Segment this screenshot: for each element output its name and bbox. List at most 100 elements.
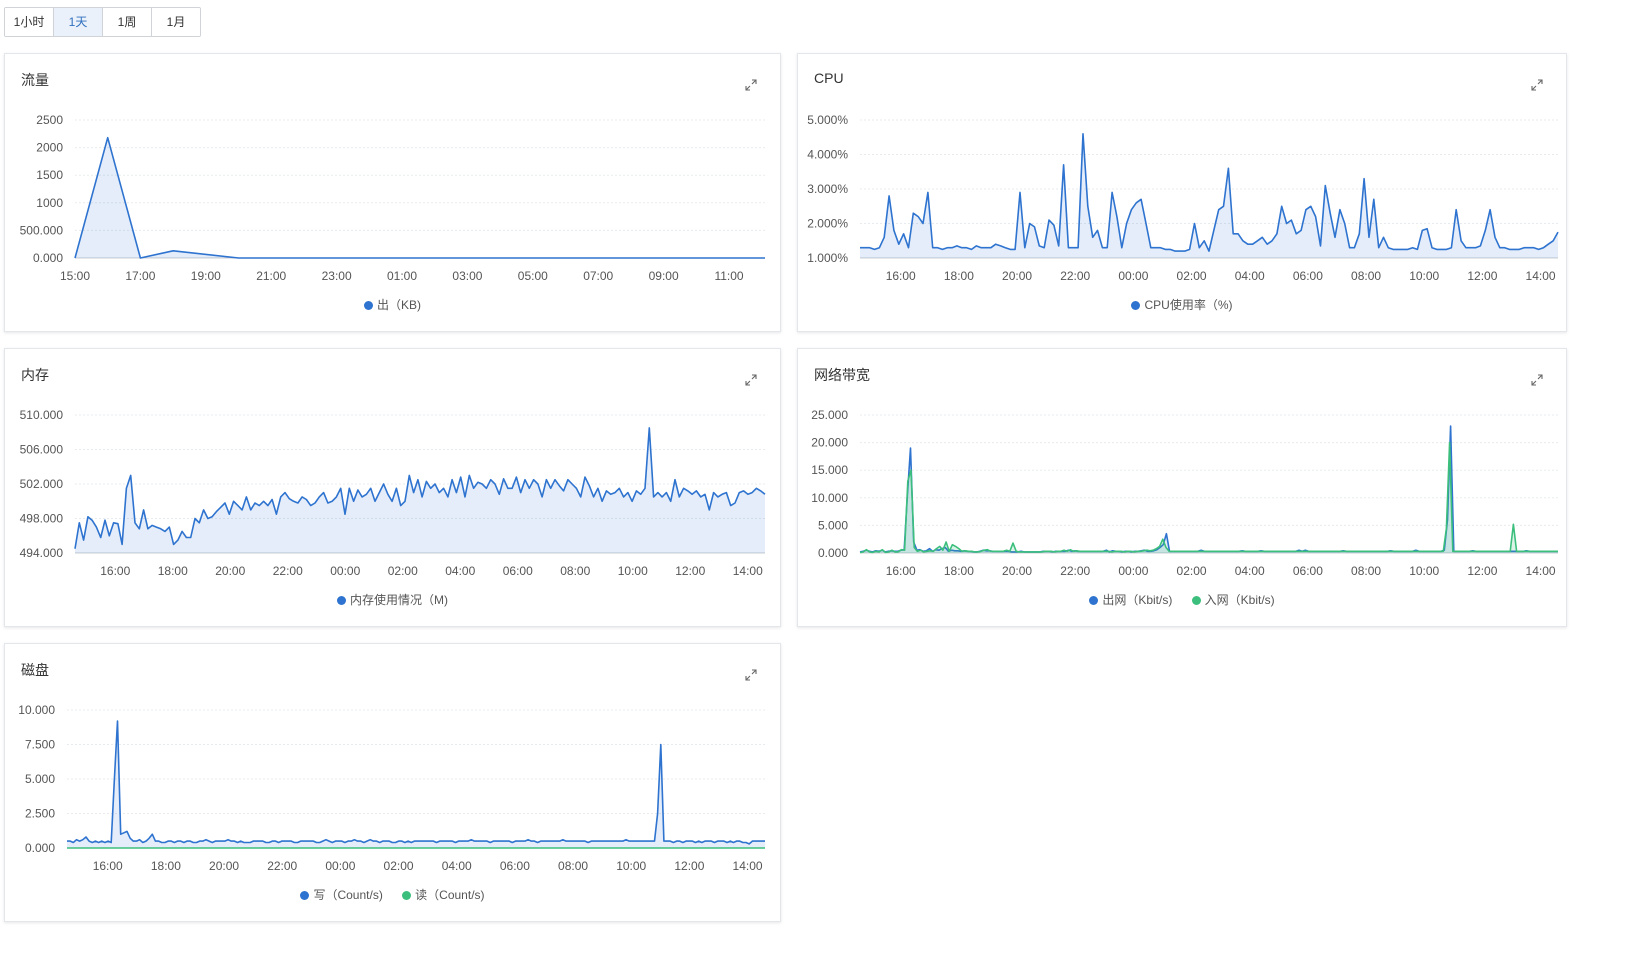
x-tick-label: 20:00 [1002, 269, 1032, 283]
x-tick-label: 11:00 [714, 269, 743, 283]
x-tick-label: 01:00 [387, 269, 417, 283]
x-tick-label: 10:00 [1409, 269, 1439, 283]
legend-dot [1089, 596, 1099, 605]
y-tick-label: 10.000 [18, 703, 55, 717]
expand-icon[interactable] [744, 373, 758, 387]
x-tick-label: 04:00 [1235, 269, 1265, 283]
legend-label: 写（Count/s) [313, 888, 383, 902]
y-tick-label: 2.500 [25, 807, 55, 821]
x-tick-label: 04:00 [1235, 564, 1265, 578]
y-tick-label: 1500 [36, 168, 63, 182]
chart-legend: 内存使用情况（M) [5, 591, 780, 608]
y-tick-label: 2000 [36, 141, 63, 155]
series-area [67, 721, 765, 848]
x-tick-label: 04:00 [445, 564, 475, 578]
x-tick-label: 12:00 [675, 564, 705, 578]
x-tick-label: 06:00 [500, 859, 530, 873]
x-tick-label: 00:00 [330, 564, 360, 578]
x-tick-label: 16:00 [886, 269, 916, 283]
cpu-panel: CPU 1.000% 2.000% 3.000% 4.000% 5.000% 16:00 1… [797, 53, 1567, 332]
legend-item[interactable]: 出网（Kbit/s) [1089, 591, 1172, 608]
x-tick-label: 20:00 [215, 564, 245, 578]
y-tick-label: 0.000 [33, 251, 63, 265]
x-tick-label: 02:00 [1177, 564, 1207, 578]
panel-title: 磁盘 [21, 662, 49, 678]
legend-item[interactable]: CPU使用率（%) [1131, 296, 1233, 313]
x-tick-label: 02:00 [388, 564, 418, 578]
x-tick-label: 08:00 [1351, 269, 1381, 283]
y-tick-label: 500.000 [20, 223, 64, 237]
legend-label: 内存使用情况（M) [350, 593, 448, 607]
legend-label: 出网（Kbit/s) [1102, 593, 1173, 607]
y-tick-label: 2500 [36, 113, 63, 127]
x-tick-label: 12:00 [674, 859, 704, 873]
x-tick-label: 17:00 [125, 269, 155, 283]
x-tick-label: 21:00 [256, 269, 286, 283]
legend-dot [1131, 301, 1141, 310]
legend-dot [300, 891, 310, 900]
tab-1-hour[interactable]: 1小时 [5, 8, 54, 36]
disk-panel: 磁盘 0.000 2.500 5.000 7.500 10.000 16:00 18:00 2… [4, 643, 781, 922]
x-tick-label: 23:00 [322, 269, 352, 283]
legend-item[interactable]: 读（Count/s) [402, 886, 485, 903]
y-tick-label: 498.000 [20, 512, 64, 526]
x-tick-label: 06:00 [503, 564, 533, 578]
chart-legend: 写（Count/s) 读（Count/s) [5, 886, 780, 903]
cpu-chart: 1.000% 2.000% 3.000% 4.000% 5.000% 16:00 18:00… [807, 113, 1559, 283]
x-tick-label: 19:00 [191, 269, 221, 283]
x-tick-label: 18:00 [151, 859, 181, 873]
tab-1-day[interactable]: 1天 [54, 8, 103, 36]
x-tick-label: 08:00 [560, 564, 590, 578]
x-tick-label: 16:00 [100, 564, 130, 578]
series-line [859, 425, 1558, 553]
x-tick-label: 00:00 [325, 859, 355, 873]
chart-legend: 出网（Kbit/s) 入网（Kbit/s) [798, 591, 1566, 608]
tab-1-month[interactable]: 1月 [152, 8, 200, 36]
legend-item[interactable]: 内存使用情况（M) [337, 591, 448, 608]
expand-icon[interactable] [1530, 373, 1544, 387]
x-tick-label: 12:00 [1467, 564, 1497, 578]
panel-title: 网络带宽 [814, 367, 870, 383]
series-line [67, 720, 765, 845]
x-tick-label: 14:00 [733, 859, 763, 873]
x-tick-label: 22:00 [1060, 564, 1090, 578]
network-chart: 0.000 5.000 10.000 15.000 20.000 25.000 16:00 1… [811, 408, 1558, 578]
legend-label: 读（Count/s) [415, 888, 485, 902]
legend-item[interactable]: 写（Count/s) [300, 886, 383, 903]
y-tick-label: 1.000% [807, 251, 848, 265]
y-tick-label: 2.000% [807, 217, 848, 231]
x-tick-label: 10:00 [1409, 564, 1439, 578]
y-tick-label: 10.000 [811, 491, 848, 505]
memory-chart: 494.000 498.000 502.000 506.000 510.000 16:00… [20, 408, 766, 578]
network-panel: 网络带宽 0.000 5.000 10.000 15.000 20.000 25.000 1… [797, 348, 1567, 627]
x-tick-label: 08:00 [558, 859, 588, 873]
legend-item[interactable]: 出（KB) [363, 296, 421, 313]
x-tick-label: 00:00 [1118, 564, 1148, 578]
x-tick-label: 16:00 [93, 859, 123, 873]
y-tick-label: 502.000 [20, 477, 64, 491]
x-tick-label: 22:00 [273, 564, 303, 578]
legend-dot [337, 596, 346, 605]
expand-icon[interactable] [1530, 78, 1544, 92]
x-tick-label: 06:00 [1293, 564, 1323, 578]
x-tick-label: 22:00 [1060, 269, 1090, 283]
legend-dot [363, 301, 373, 310]
tab-1-week[interactable]: 1周 [103, 8, 152, 36]
time-range-tabs: 1小时 1天 1周 1月 [4, 7, 201, 37]
expand-icon[interactable] [744, 668, 758, 682]
traffic-panel: 流量 0.000 500.000 1000 1500 2000 2500 15:00 17:0… [4, 53, 781, 332]
x-tick-label: 06:00 [1293, 269, 1323, 283]
legend-item[interactable]: 入网（Kbit/s) [1191, 591, 1275, 608]
x-tick-label: 20:00 [209, 859, 239, 873]
x-tick-label: 08:00 [1351, 564, 1381, 578]
series-area [860, 133, 1558, 258]
expand-icon[interactable] [744, 78, 758, 92]
x-tick-label: 02:00 [384, 859, 414, 873]
x-tick-label: 16:00 [886, 564, 916, 578]
y-tick-label: 7.500 [25, 738, 55, 752]
memory-panel: 内存 494.000 498.000 502.000 506.000 510.000 16… [4, 348, 781, 627]
y-tick-label: 20.000 [811, 436, 848, 450]
x-tick-label: 22:00 [267, 859, 297, 873]
legend-dot [1191, 596, 1201, 605]
chart-legend: 出（KB) [5, 296, 780, 313]
